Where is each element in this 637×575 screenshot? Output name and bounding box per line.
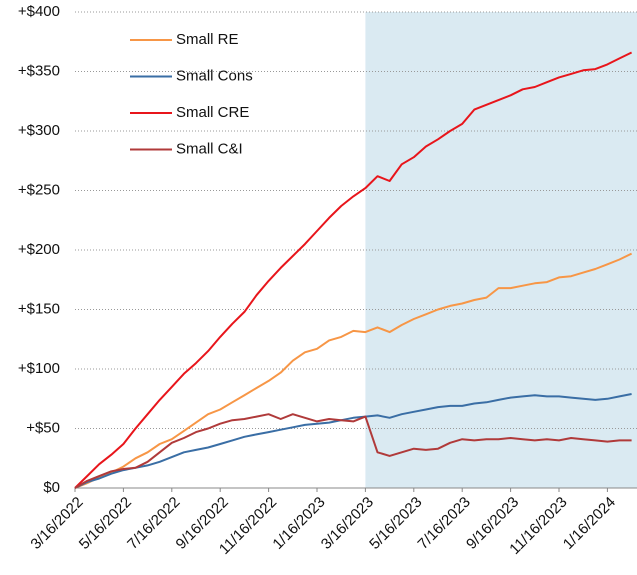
y-tick-label: +$50 xyxy=(26,419,60,436)
y-tick-label: +$200 xyxy=(18,241,60,258)
series-line xyxy=(74,252,633,489)
legend-label: Small CRE xyxy=(176,104,249,121)
y-tick-label: +$400 xyxy=(18,3,60,20)
y-tick-label: +$350 xyxy=(18,62,60,79)
x-tick-label: 1/16/2024 xyxy=(560,494,619,553)
series-line xyxy=(74,51,633,489)
legend-label: Small RE xyxy=(176,31,239,48)
y-tick-label: +$300 xyxy=(18,122,60,139)
legend-label: Small C&I xyxy=(176,140,243,157)
legend-label: Small Cons xyxy=(176,67,253,84)
series-line xyxy=(74,393,632,489)
y-tick-label: +$250 xyxy=(18,181,60,198)
series-line xyxy=(74,413,632,489)
y-tick-label: $0 xyxy=(43,479,60,496)
y-tick-label: +$150 xyxy=(18,300,60,317)
y-tick-label: +$100 xyxy=(18,360,60,377)
